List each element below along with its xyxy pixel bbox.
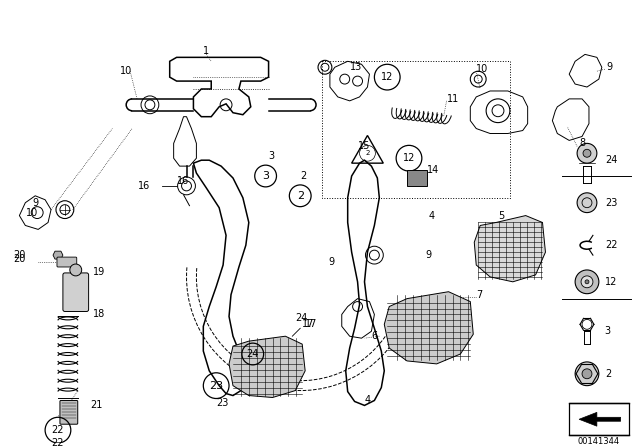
Text: 10: 10 [476,64,488,74]
Text: 00141344: 00141344 [578,436,620,445]
Circle shape [583,149,591,157]
Text: 20: 20 [13,254,26,264]
Circle shape [577,143,597,163]
Circle shape [581,276,593,288]
Circle shape [575,270,599,294]
FancyBboxPatch shape [63,273,88,311]
Text: 13: 13 [349,62,362,72]
Text: 5: 5 [498,211,504,220]
Text: 17: 17 [305,319,317,329]
Text: 6: 6 [371,331,378,341]
Text: 17: 17 [302,319,315,329]
Text: 2: 2 [297,191,304,201]
Text: 3: 3 [605,326,611,336]
Text: 20: 20 [13,250,26,260]
Text: 23: 23 [605,198,617,208]
Text: 12: 12 [381,72,394,82]
Text: 14: 14 [427,165,439,175]
Text: 10: 10 [26,207,38,218]
Text: 15: 15 [358,142,370,151]
Text: 10: 10 [120,66,132,76]
Text: 3: 3 [269,151,275,161]
Text: 22: 22 [605,240,618,250]
Text: 11: 11 [447,94,459,104]
Text: 4: 4 [365,396,371,405]
Polygon shape [229,336,305,397]
Bar [407,170,427,186]
Polygon shape [579,412,621,426]
Text: 2: 2 [605,369,611,379]
Text: 4: 4 [429,211,435,220]
Text: 1: 1 [204,47,209,56]
Text: 9: 9 [607,62,613,72]
Text: 24: 24 [295,314,308,323]
Circle shape [70,264,82,276]
Circle shape [577,193,597,213]
Text: 24: 24 [605,155,617,165]
Polygon shape [53,251,63,259]
FancyBboxPatch shape [60,401,77,424]
Text: 9: 9 [32,198,38,208]
Text: 23: 23 [216,398,228,409]
Polygon shape [474,215,545,282]
Text: 23: 23 [209,381,223,391]
Text: 2: 2 [300,171,307,181]
Text: 7: 7 [476,290,483,300]
Text: 9: 9 [426,250,432,260]
Text: 3: 3 [262,171,269,181]
Circle shape [582,369,592,379]
Text: 22: 22 [52,425,64,435]
Text: 9: 9 [329,257,335,267]
Text: 21: 21 [91,401,103,410]
FancyBboxPatch shape [57,257,77,267]
Text: 19: 19 [93,267,105,277]
Text: 24: 24 [246,349,259,359]
Text: 22: 22 [52,438,64,448]
Text: 16: 16 [138,181,150,191]
Text: 18: 18 [93,310,105,319]
Text: 16: 16 [177,176,189,186]
Circle shape [585,280,589,284]
Polygon shape [384,292,473,364]
Text: 12: 12 [605,277,617,287]
Text: 2: 2 [365,150,370,156]
Text: 12: 12 [403,153,415,163]
Bar [569,404,628,435]
Circle shape [575,362,599,386]
Text: 8: 8 [579,138,585,148]
